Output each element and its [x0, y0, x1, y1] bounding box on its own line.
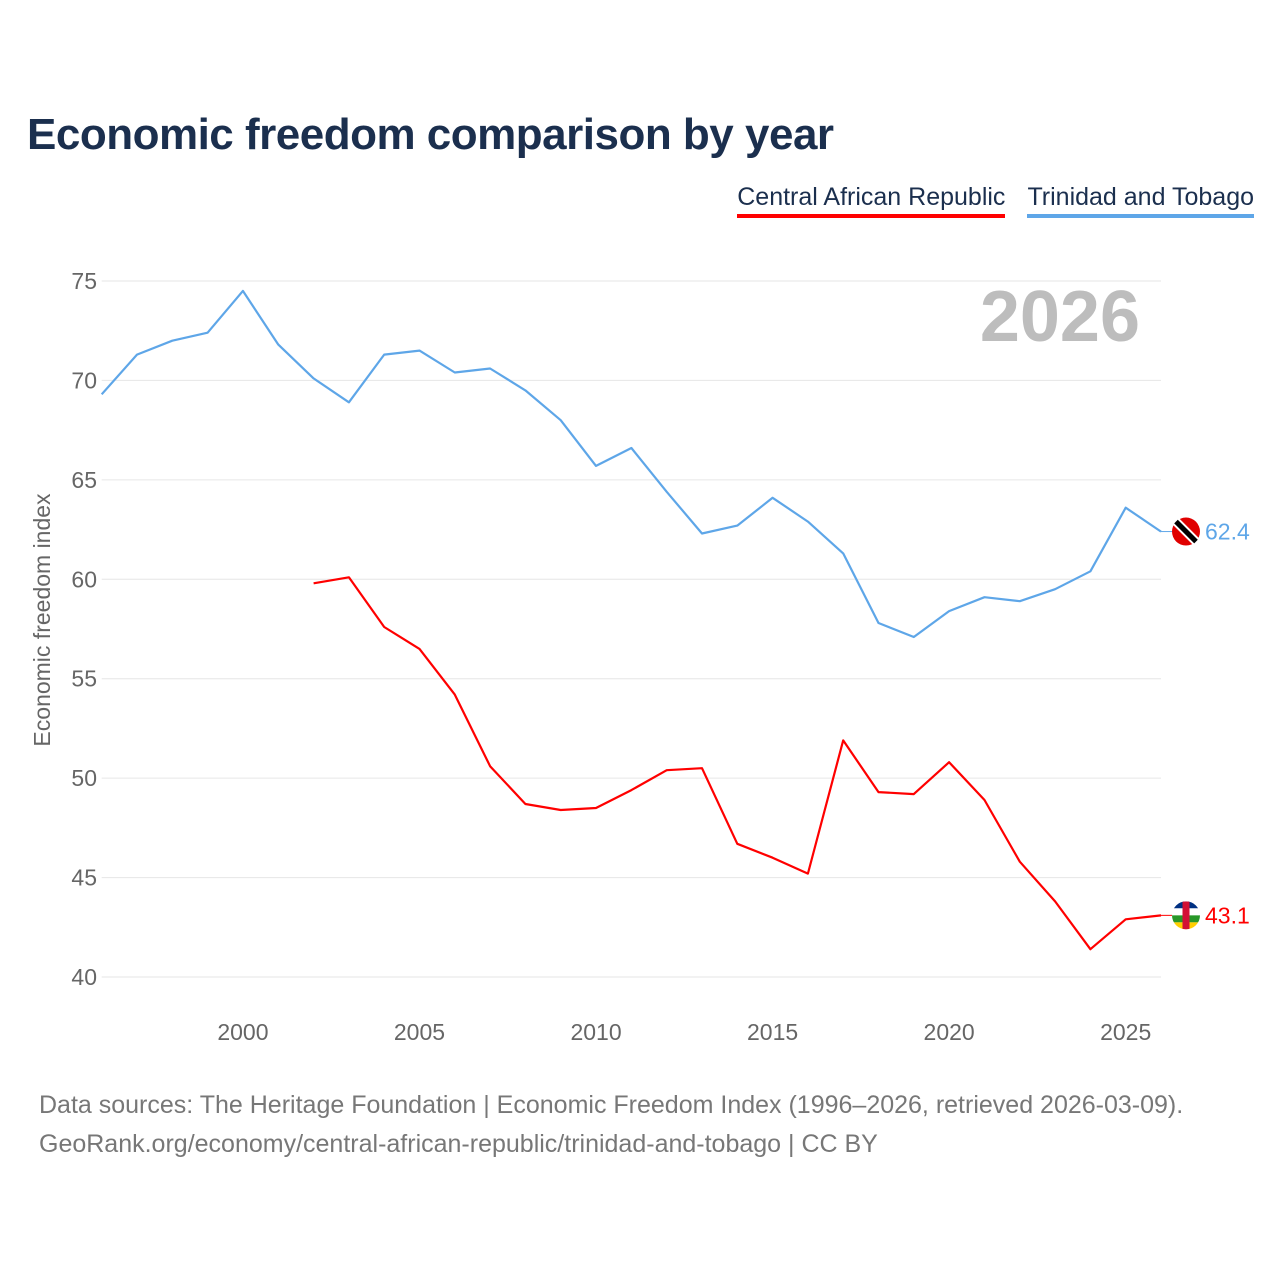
- y-tick-label: 75: [71, 268, 97, 294]
- source-line-2: GeoRank.org/economy/central-african-repu…: [39, 1130, 878, 1158]
- legend: Central African Republic Trinidad and To…: [737, 183, 1254, 218]
- x-tick-label: 2010: [570, 1019, 621, 1045]
- flag-stripe: [1182, 901, 1190, 930]
- x-tick-label: 2005: [394, 1019, 445, 1045]
- x-tick-label: 2015: [747, 1019, 798, 1045]
- chart-title: Economic freedom comparison by year: [27, 110, 834, 159]
- y-tick-label: 60: [71, 566, 97, 592]
- x-tick-label: 2020: [924, 1019, 975, 1045]
- year-watermark: 2026: [980, 277, 1140, 357]
- series-line-1: [100, 289, 1162, 639]
- y-axis-label: Economic freedom index: [29, 493, 55, 747]
- legend-item-trinidad-and-tobago[interactable]: Trinidad and Tobago: [1027, 183, 1254, 218]
- legend-item-central-african-republic[interactable]: Central African Republic: [737, 183, 1006, 218]
- y-tick-label: 55: [71, 666, 97, 692]
- y-tick-label: 65: [71, 467, 97, 493]
- flag-stripe: [1174, 519, 1198, 544]
- series-line-0: [313, 576, 1162, 951]
- x-tick-label: 2000: [217, 1019, 268, 1045]
- source-line-1: Data sources: The Heritage Foundation | …: [39, 1091, 1184, 1119]
- end-value-label: 43.1: [1205, 902, 1250, 928]
- y-tick-label: 70: [71, 367, 97, 393]
- source-note: Data sources: The Heritage Foundation | …: [39, 1086, 1183, 1164]
- x-tick-label: 2025: [1100, 1019, 1151, 1045]
- end-value-label: 62.4: [1205, 519, 1250, 545]
- y-tick-label: 40: [71, 964, 97, 990]
- y-tick-label: 50: [71, 765, 97, 791]
- y-tick-label: 45: [71, 865, 97, 891]
